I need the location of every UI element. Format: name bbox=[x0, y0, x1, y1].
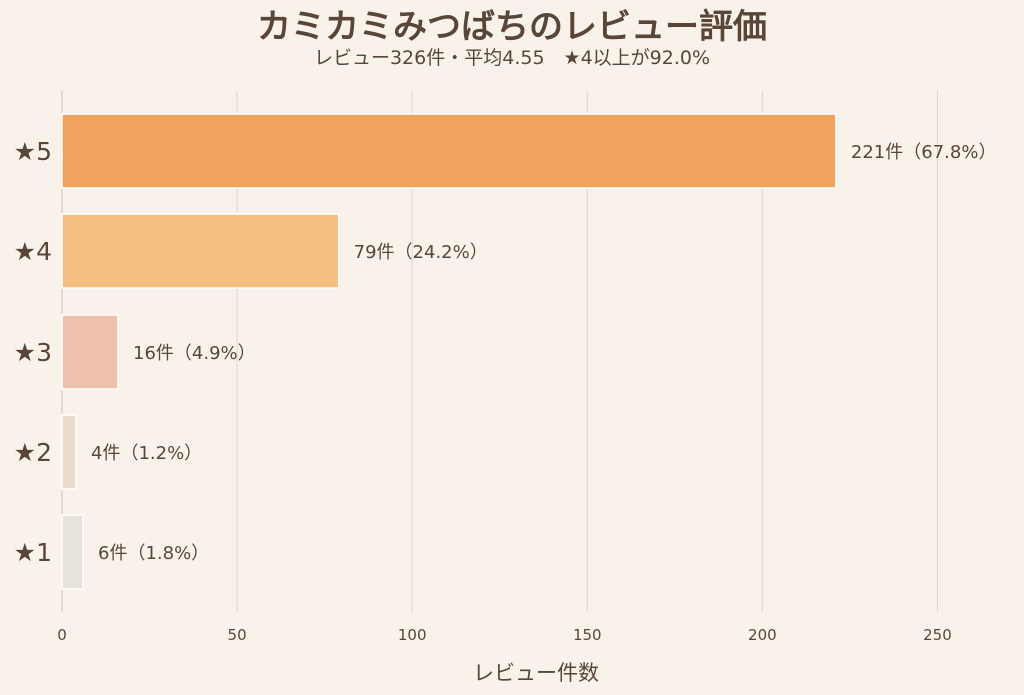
chart-title: カミカミみつばちのレビュー評価 bbox=[257, 7, 767, 47]
x-axis-title: レビュー件数 bbox=[473, 661, 599, 685]
data-label: 79件（24.2%） bbox=[354, 242, 488, 263]
data-label: 4件（1.2%） bbox=[91, 443, 202, 464]
bar bbox=[61, 414, 77, 490]
x-tick-label: 200 bbox=[748, 626, 777, 644]
x-tick-label: 50 bbox=[228, 626, 247, 644]
y-category-label: ★1 bbox=[14, 538, 52, 567]
data-label: 6件（1.8%） bbox=[98, 543, 209, 564]
x-tick-label: 100 bbox=[398, 626, 427, 644]
chart-subtitle: レビュー326件・平均4.55 ★4以上が92.0% bbox=[314, 47, 710, 69]
bar bbox=[61, 514, 84, 590]
y-category-label: ★4 bbox=[14, 237, 52, 266]
x-tick-label: 150 bbox=[573, 626, 602, 644]
data-label: 16件（4.9%） bbox=[133, 343, 256, 364]
y-category-label: ★3 bbox=[14, 338, 52, 367]
y-category-label: ★2 bbox=[14, 438, 52, 467]
bar bbox=[61, 113, 837, 189]
label-layer: ★5 221件（67.8%） ★4 79件（24.2%） ★3 16件（4.9%） ★2 4件… bbox=[14, 137, 997, 567]
y-category-label: ★5 bbox=[14, 137, 52, 166]
bar bbox=[61, 213, 340, 289]
bar-layer bbox=[61, 113, 837, 590]
tick-layer: 0 50 100 150 200 250 bbox=[57, 626, 952, 644]
bar bbox=[61, 314, 119, 390]
x-tick-label: 0 bbox=[57, 626, 67, 644]
data-label: 221件（67.8%） bbox=[851, 142, 997, 163]
x-tick-label: 250 bbox=[923, 626, 952, 644]
